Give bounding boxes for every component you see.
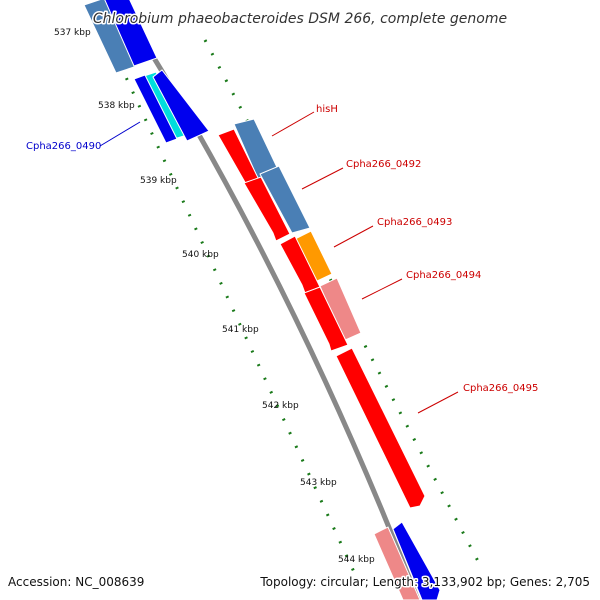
gene-Cpha266-0492 bbox=[259, 165, 311, 234]
gene-label-Cpha266-0495: Cpha266_0495 bbox=[463, 383, 538, 394]
scale-tick-label: 544 kbp bbox=[338, 555, 375, 565]
gene-block bbox=[392, 521, 441, 600]
scale-tick-label: 542 kbp bbox=[262, 401, 299, 411]
scale-tick-label: 543 kbp bbox=[300, 478, 337, 488]
map-layers: 537 kbp 538 kbp 539 kbp 540 kbp 541 kbp … bbox=[7, 0, 592, 600]
scale-tick-label: 541 kbp bbox=[222, 325, 259, 335]
label-leader bbox=[99, 121, 141, 147]
gene-Cpha266-0490 bbox=[152, 69, 210, 142]
inner-scale-track bbox=[93, 9, 362, 586]
label-leader bbox=[417, 391, 459, 414]
gene-label-Cpha266-0490: Cpha266_0490 bbox=[26, 141, 101, 152]
label-leader bbox=[361, 278, 403, 300]
scale-tick-label: 537 kbp bbox=[54, 28, 91, 38]
scale-tick-label: 540 kbp bbox=[182, 250, 219, 260]
gene-label-Cpha266-0493: Cpha266_0493 bbox=[377, 217, 452, 228]
gene-reverse bbox=[133, 74, 178, 144]
map-title: Chlorobium phaeobacteroides DSM 266, com… bbox=[93, 11, 507, 27]
scale-tick-label: 539 kbp bbox=[140, 176, 177, 186]
gene-block bbox=[104, 0, 158, 67]
accession-text: Accession: NC_008639 bbox=[8, 575, 144, 589]
gene-red bbox=[243, 176, 291, 242]
gene-red bbox=[303, 286, 349, 352]
topology-text: Topology: circular; Length: 3,133,902 bp… bbox=[259, 575, 590, 589]
scale-tick-label: 538 kbp bbox=[98, 101, 135, 111]
label-leader bbox=[333, 225, 374, 248]
label-leader bbox=[301, 167, 344, 190]
label-leader bbox=[271, 111, 315, 137]
gene-label-hisH: hisH bbox=[316, 104, 338, 115]
gene-Cpha266-0495 bbox=[335, 347, 426, 509]
gene-label-Cpha266-0492: Cpha266_0492 bbox=[346, 159, 421, 170]
gene-block bbox=[83, 0, 138, 74]
gene-label-Cpha266-0494: Cpha266_0494 bbox=[406, 270, 481, 281]
gene-block bbox=[373, 526, 421, 600]
